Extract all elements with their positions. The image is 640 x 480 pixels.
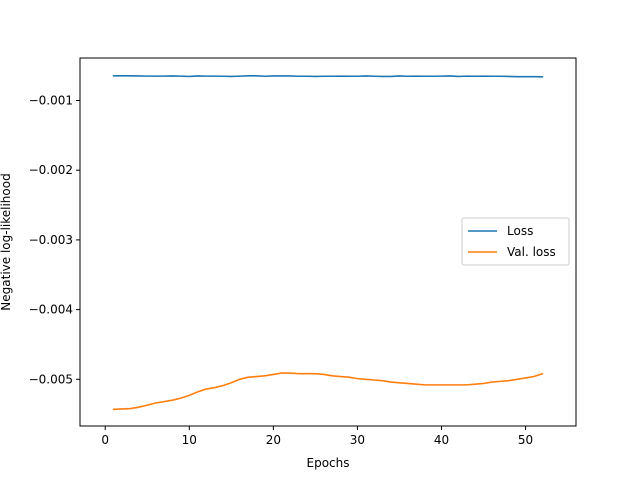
- y-tick-label: −0.003: [29, 233, 73, 247]
- y-tick-label: −0.004: [29, 303, 73, 317]
- plot-area: [112, 74, 544, 411]
- y-axis: −0.001 −0.002 −0.003 −0.004 −0.005: [29, 94, 80, 386]
- legend: Loss Val. loss: [461, 217, 570, 266]
- x-tick-label: 30: [350, 433, 365, 447]
- legend-box: [461, 217, 570, 266]
- y-axis-label: Negative log-likelihood: [0, 173, 13, 310]
- x-tick-label: 20: [266, 433, 281, 447]
- y-tick-label: −0.002: [29, 163, 73, 177]
- x-axis-label: Epochs: [307, 456, 350, 470]
- x-tick-label: 0: [101, 433, 109, 447]
- x-tick-label: 40: [434, 433, 449, 447]
- series-line-loss: [112, 74, 544, 78]
- x-tick-label: 50: [518, 433, 533, 447]
- y-tick-label: −0.005: [29, 372, 73, 386]
- legend-label-loss: Loss: [507, 224, 533, 238]
- legend-label-val-loss: Val. loss: [507, 245, 556, 259]
- y-tick-label: −0.001: [29, 94, 73, 108]
- axes-frame: [79, 57, 577, 427]
- x-tick-label: 10: [182, 433, 197, 447]
- series-line-val-loss: [112, 372, 544, 411]
- x-axis: 0 10 20 30 40 50: [101, 426, 533, 447]
